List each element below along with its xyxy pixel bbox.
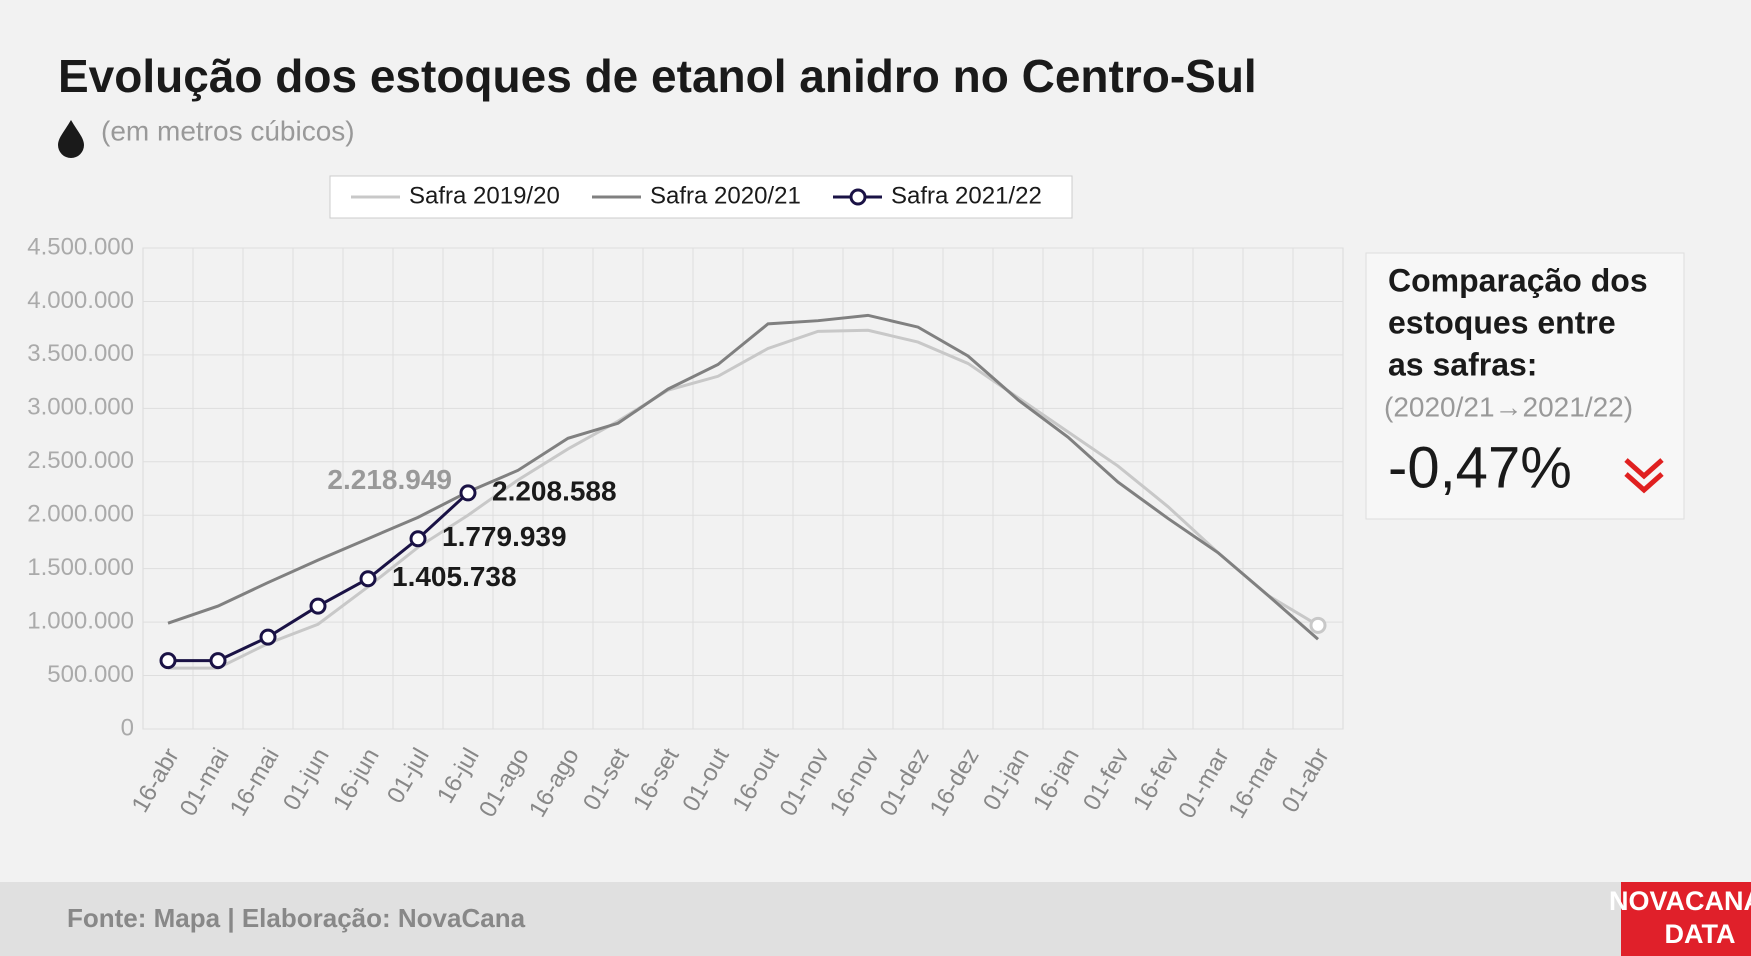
series-line bbox=[167, 313, 1319, 641]
chart-subtitle: (em metros cúbicos) bbox=[101, 115, 355, 146]
legend bbox=[329, 175, 1073, 219]
y-tick-label: 1.000.000 bbox=[27, 607, 134, 634]
comparison-title: estoques entre bbox=[1388, 304, 1616, 340]
point-marker bbox=[259, 628, 277, 646]
footer bbox=[0, 882, 1751, 956]
y-tick-label: 500.000 bbox=[47, 661, 134, 688]
chart-title: Evolução dos estoques de etanol anidro n… bbox=[58, 50, 1257, 102]
comparison-period: (2020/21→2021/22) bbox=[1384, 391, 1633, 422]
data-label: 1.779.939 bbox=[442, 521, 567, 552]
logo bbox=[1621, 882, 1751, 956]
y-tick-label: 2.500.000 bbox=[27, 447, 134, 474]
point-marker bbox=[209, 652, 227, 670]
point-marker bbox=[159, 652, 177, 670]
y-tick-label: 4.000.000 bbox=[27, 287, 134, 314]
point-marker bbox=[409, 530, 427, 548]
down-chevron bbox=[1624, 458, 1664, 494]
data-label: 2.218.949 bbox=[327, 464, 452, 495]
data-label: 2.208.588 bbox=[492, 475, 617, 506]
y-tick-label: 0 bbox=[121, 714, 134, 741]
y-tick-label: 4.500.000 bbox=[27, 233, 134, 260]
y-tick-label: 3.500.000 bbox=[27, 340, 134, 367]
comparison-title: Comparação dos bbox=[1388, 262, 1648, 298]
legend-marker bbox=[849, 188, 867, 206]
legend-label: Safra 2019/20 bbox=[409, 182, 560, 209]
source: Fonte: Mapa | Elaboração: NovaCana bbox=[67, 903, 526, 933]
drop-icon bbox=[58, 120, 84, 158]
data-label: 1.405.738 bbox=[392, 561, 517, 592]
point-marker bbox=[309, 597, 327, 615]
legend-label: Safra 2020/21 bbox=[650, 182, 801, 209]
point-marker bbox=[359, 570, 377, 588]
point-marker bbox=[1309, 616, 1327, 634]
comparison-title: as safras: bbox=[1388, 346, 1537, 382]
series-line bbox=[168, 328, 1319, 670]
comparison-value: -0,47% bbox=[1388, 435, 1572, 500]
logo-text: DATA bbox=[1665, 919, 1736, 949]
point-marker bbox=[459, 484, 477, 502]
logo-text: NOVACANA bbox=[1609, 886, 1751, 916]
legend-label: Safra 2021/22 bbox=[891, 182, 1042, 209]
y-tick-label: 2.000.000 bbox=[27, 501, 134, 528]
comparison-panel bbox=[1365, 252, 1685, 520]
y-tick-label: 1.500.000 bbox=[27, 554, 134, 581]
y-tick-label: 3.000.000 bbox=[27, 394, 134, 421]
